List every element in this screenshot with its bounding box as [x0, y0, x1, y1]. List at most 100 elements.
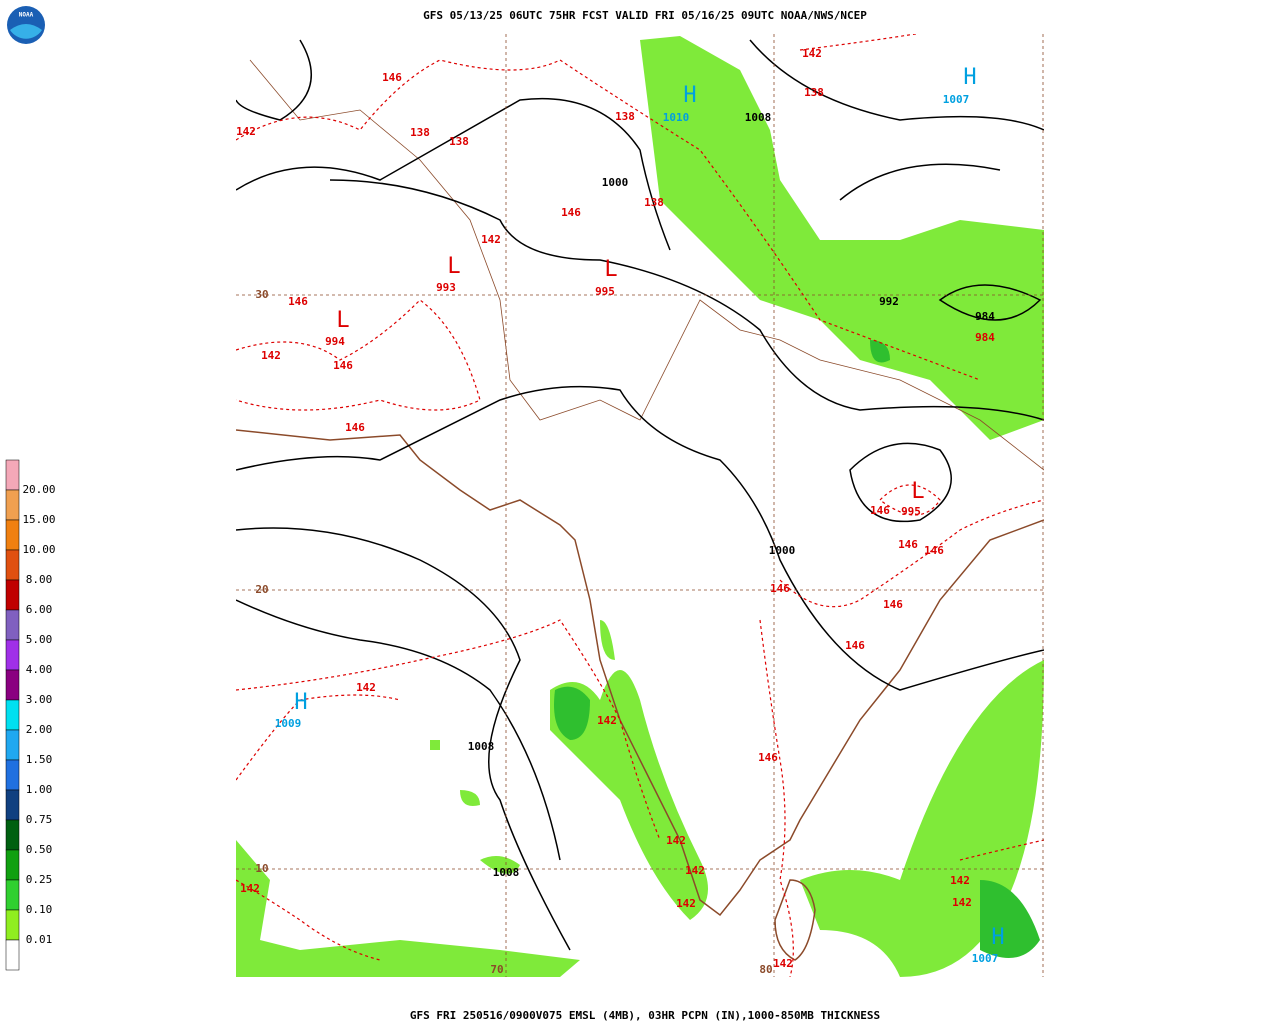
legend-swatch [5, 549, 20, 581]
legend-swatch [5, 519, 20, 551]
graticule [236, 34, 1044, 977]
thickness-label: 142 [952, 896, 972, 909]
thickness-label: 146 [924, 544, 944, 557]
legend-swatch [5, 759, 20, 791]
thickness-label: 138 [615, 110, 635, 123]
precip-heavy [554, 340, 1040, 958]
thickness-label: 142 [597, 714, 617, 727]
grid-label: 10 [255, 862, 268, 875]
legend-label: 15.00 [22, 513, 55, 526]
legend-label: 20.00 [22, 483, 55, 496]
high-symbol: H [963, 65, 976, 90]
caption: GFS FRI 250516/0900V075 EMSL (4MB), 03HR… [410, 1009, 880, 1022]
legend-swatch [5, 699, 20, 731]
legend-swatch [5, 939, 20, 971]
low-value: 993 [436, 281, 456, 294]
legend-label: 1.00 [26, 783, 53, 796]
high-value: 1007 [943, 93, 970, 106]
thickness-label: 142 [676, 897, 696, 910]
thickness-label: 146 [870, 504, 890, 517]
thickness-label: 138 [449, 135, 469, 148]
thickness-label: 142 [685, 864, 705, 877]
high-value: 1009 [275, 717, 302, 730]
grid-label: 70 [490, 963, 503, 976]
isobar-label: 1000 [602, 176, 629, 189]
legend-swatch [5, 579, 20, 611]
thickness-label: 138 [644, 196, 664, 209]
thickness-label: 142 [236, 125, 256, 138]
legend-label: 0.01 [26, 933, 53, 946]
high-symbol: H [294, 690, 307, 715]
low-value: 995 [595, 285, 615, 298]
legend-label: 6.00 [26, 603, 53, 616]
grid-label: 20 [255, 583, 268, 596]
coastline [236, 59, 1044, 961]
isobar-label: 984 [975, 310, 995, 323]
legend-swatch [5, 489, 20, 521]
thickness-label: 142 [950, 874, 970, 887]
legend-swatch [5, 729, 20, 761]
legend-swatch [5, 819, 20, 851]
legend-label: 3.00 [26, 693, 53, 706]
legend-swatch [5, 849, 20, 881]
legend-swatch [5, 669, 20, 701]
thickness-label: 146 [898, 538, 918, 551]
thickness-label: 142 [356, 681, 376, 694]
low-value: 995 [901, 505, 921, 518]
thickness-label: 146 [845, 639, 865, 652]
high-value: 1010 [663, 111, 690, 124]
legend-label: 2.00 [26, 723, 53, 736]
high-value: 1007 [972, 952, 999, 965]
legend-label: 0.50 [26, 843, 53, 856]
legend-label: 0.25 [26, 873, 53, 886]
legend-swatch [5, 879, 20, 911]
legend-swatch [5, 459, 20, 491]
thickness-label: 146 [770, 582, 790, 595]
isobar-label: 1000 [769, 544, 796, 557]
legend-swatch [5, 909, 20, 941]
thickness-label: 142 [802, 47, 822, 60]
isobar-label: 1008 [468, 740, 495, 753]
legend-swatch [5, 789, 20, 821]
thickness-label: 146 [288, 295, 308, 308]
thickness-label: 142 [666, 834, 686, 847]
isobars [236, 39, 1044, 951]
high-symbol: H [683, 83, 696, 108]
thickness-label: 146 [382, 71, 402, 84]
legend-label: 1.50 [26, 753, 53, 766]
low-value: 994 [325, 335, 345, 348]
thickness-label: 146 [758, 751, 778, 764]
logo-text: NOAA [19, 12, 34, 19]
legend-label: 5.00 [26, 633, 53, 646]
isobar-label: 1008 [745, 111, 772, 124]
legend-swatch [5, 639, 20, 671]
map [236, 34, 1044, 977]
low-symbol: L [911, 479, 924, 504]
thickness-label: 146 [345, 421, 365, 434]
legend-swatch [5, 609, 20, 641]
legend-label: 4.00 [26, 663, 53, 676]
thickness-label: 142 [481, 233, 501, 246]
low-symbol: L [604, 257, 617, 282]
thickness-label: 146 [883, 598, 903, 611]
isobar-label: 992 [879, 295, 899, 308]
legend-label: 0.75 [26, 813, 53, 826]
logo-wave [10, 24, 42, 39]
thickness-label: 146 [333, 359, 353, 372]
grid-label: 80 [759, 963, 772, 976]
title: GFS 05/13/25 06UTC 75HR FCST VALID FRI 0… [423, 9, 867, 22]
isobar-label: 1008 [493, 866, 520, 879]
legend-label: 0.10 [26, 903, 53, 916]
low-symbol: L [336, 308, 349, 333]
high-symbol: H [991, 925, 1004, 950]
thickness-label: 142 [773, 957, 793, 970]
thickness-label: 138 [804, 86, 824, 99]
legend: 20.00 15.00 10.00 8.00 6.00 5.00 4.00 3.00 2.00 1… [5, 459, 56, 971]
thickness-label: 142 [261, 349, 281, 362]
low-symbol: L [447, 254, 460, 279]
legend-label: 8.00 [26, 573, 53, 586]
legend-label: 10.00 [22, 543, 55, 556]
thickness-label: 984 [975, 331, 995, 344]
